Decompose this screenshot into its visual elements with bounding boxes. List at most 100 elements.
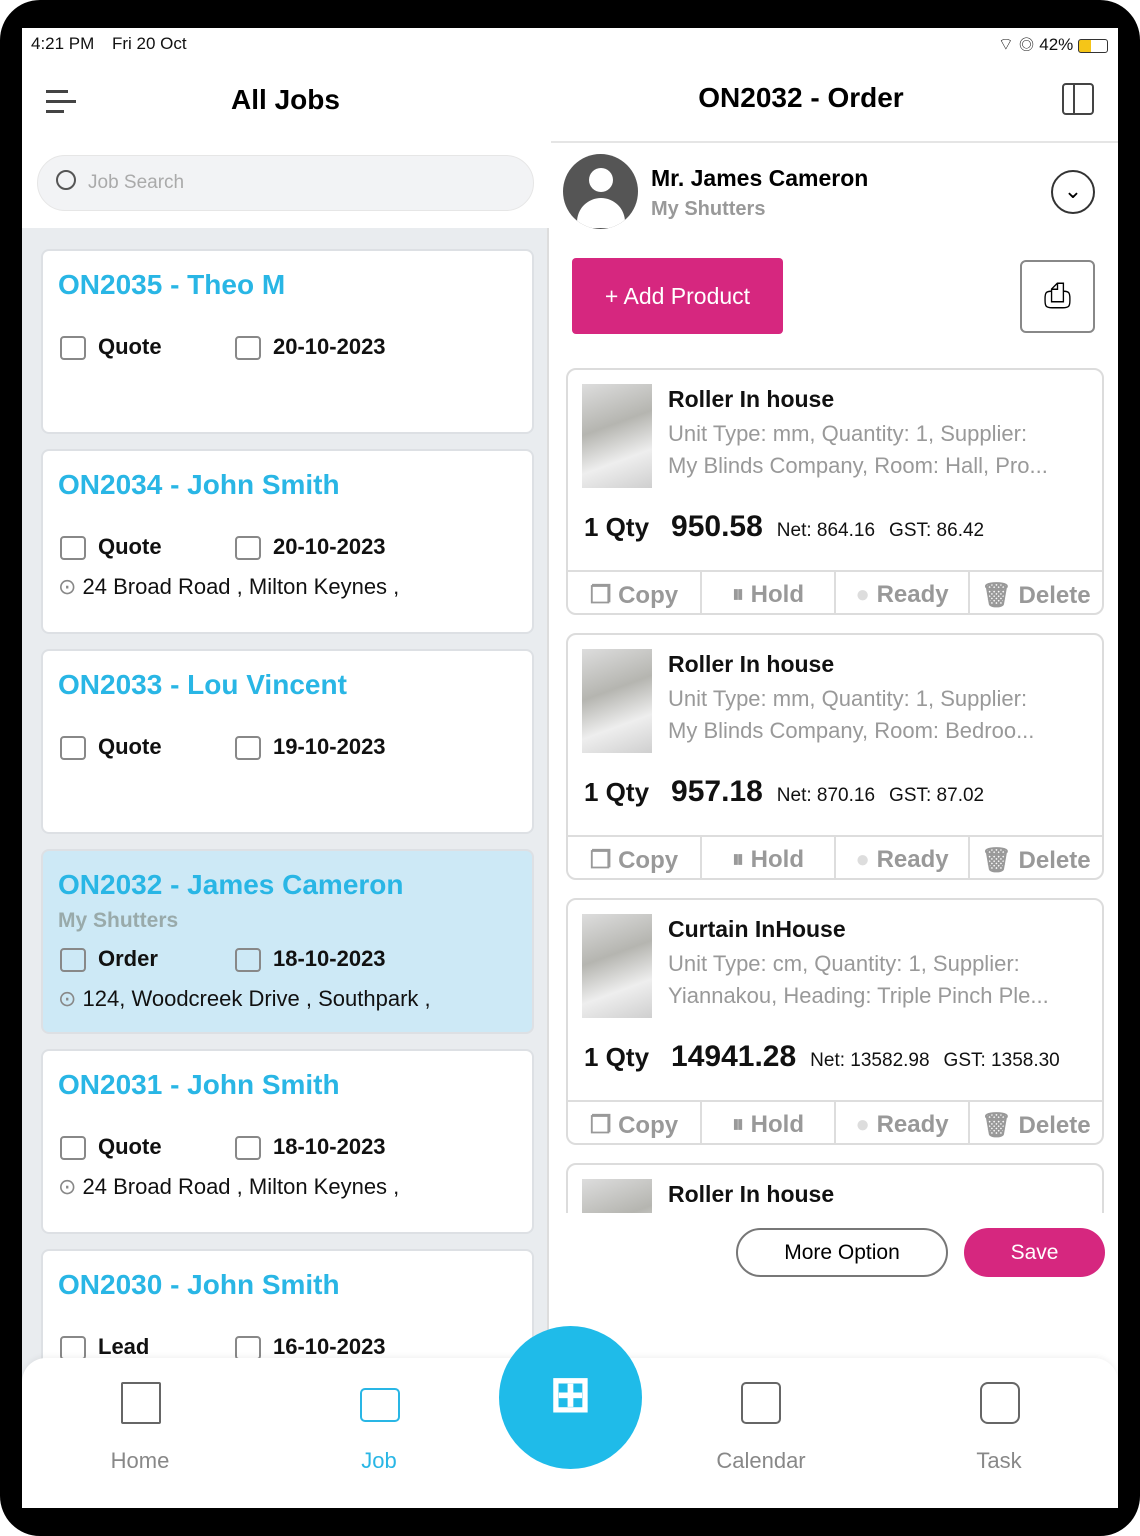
product-qty: 1 Qty [584, 777, 650, 807]
briefcase-icon [60, 1336, 86, 1361]
job-date: 20-10-2023 [273, 534, 386, 559]
product-card[interactable]: Curtain InHouse Unit Type: cm, Quantity:… [566, 898, 1104, 1145]
chevron-down-icon[interactable]: ⌄ [1051, 170, 1095, 214]
nav-home[interactable]: Home [110, 1448, 170, 1473]
copy-button[interactable]: ❐ Copy [568, 1102, 702, 1143]
customer-name: Mr. James Cameron [651, 165, 869, 191]
job-type: Quote [98, 334, 162, 359]
job-title: ON2031 - John Smith [58, 1069, 340, 1100]
job-date: 20-10-2023 [273, 334, 386, 359]
job-card[interactable]: ON2031 - John Smith Quote 18-10-2023 ⊙ 2… [41, 1049, 534, 1234]
copy-button[interactable]: ❐ Copy [568, 837, 702, 878]
calendar-icon [235, 948, 261, 973]
briefcase-icon [60, 1136, 86, 1161]
job-card[interactable]: ON2032 - James Cameron My Shutters Order… [41, 849, 534, 1034]
print-button[interactable]: ⎙ [1020, 260, 1095, 333]
nav-job[interactable]: Job [361, 1448, 397, 1473]
calendar-icon [235, 736, 261, 761]
order-pane: ⌔ ◎ 42% ON2032 - Order Mr. James Cameron… [551, 28, 1118, 1508]
location-pin-icon: ⊙ [58, 1174, 83, 1199]
job-type: Lead [98, 1334, 150, 1359]
pause-icon: ⏸ [732, 1111, 744, 1138]
battery-icon [1078, 38, 1108, 53]
product-card[interactable]: Roller In house Unit Type: mm, Quantity:… [566, 1163, 1104, 1213]
product-card[interactable]: Roller In house Unit Type: mm, Quantity:… [566, 368, 1104, 615]
search-icon [56, 170, 76, 190]
more-option-button[interactable]: More Option [736, 1228, 948, 1277]
copy-label: Copy [618, 582, 679, 609]
trash-icon: 🗑 [981, 1112, 1012, 1139]
avatar [563, 154, 638, 229]
job-card[interactable]: ON2034 - John Smith Quote 20-10-2023 ⊙ 2… [41, 449, 534, 634]
delete-button[interactable]: 🗑 Delete [970, 572, 1102, 613]
product-card[interactable]: Roller In house Unit Type: mm, Quantity:… [566, 633, 1104, 880]
add-product-button[interactable]: + Add Product [572, 258, 783, 334]
product-name: Curtain InHouse [668, 916, 846, 942]
ready-button[interactable]: ● Ready [836, 837, 970, 878]
delete-button[interactable]: 🗑 Delete [970, 1102, 1102, 1143]
product-qty: 1 Qty [584, 1042, 650, 1072]
job-date: 18-10-2023 [273, 1134, 386, 1159]
job-type: Quote [98, 1134, 162, 1159]
ready-button[interactable]: ● Ready [836, 1102, 970, 1143]
ready-button[interactable]: ● Ready [836, 572, 970, 613]
customer-company: My Shutters [651, 198, 766, 220]
sidebar-toggle-icon[interactable] [1062, 83, 1094, 115]
ready-label: Ready [876, 1111, 949, 1138]
job-title: ON2035 - Theo M [58, 269, 286, 300]
divider [551, 141, 1118, 143]
nav-task[interactable]: Task [976, 1448, 1022, 1473]
product-gst: GST: 87.02 [889, 785, 985, 806]
hold-button[interactable]: ⏸ Hold [702, 837, 836, 878]
job-card[interactable]: ON2035 - Theo M Quote 20-10-2023 [41, 249, 534, 434]
ready-label: Ready [876, 846, 949, 873]
product-net: Net: 13582.98 [810, 1050, 930, 1071]
product-qty: 1 Qty [584, 512, 650, 542]
job-title: ON2034 - John Smith [58, 469, 340, 500]
radio-icon: ● [855, 1111, 870, 1138]
copy-label: Copy [618, 847, 679, 874]
product-desc-line1: Unit Type: mm, Quantity: 1, Supplier: [668, 421, 1028, 446]
add-job-fab[interactable]: ⊞ [499, 1326, 642, 1469]
job-type: Order [98, 946, 158, 971]
hold-button[interactable]: ⏸ Hold [702, 572, 836, 613]
product-gst: GST: 86.42 [889, 520, 985, 541]
delete-button[interactable]: 🗑 Delete [970, 837, 1102, 878]
save-button[interactable]: Save [964, 1228, 1105, 1277]
product-amount: 14941.28 [671, 1040, 797, 1073]
search-placeholder: Job Search [88, 172, 185, 193]
product-desc-line1: Unit Type: cm, Quantity: 1, Supplier: [668, 951, 1020, 976]
trash-icon: 🗑 [981, 582, 1012, 609]
job-address: 124, Woodcreek Drive , Southpark , [82, 986, 431, 1011]
product-name: Roller In house [668, 386, 835, 412]
product-image [582, 914, 652, 1018]
product-image [582, 649, 652, 753]
job-address: 24 Broad Road , Milton Keynes , [82, 574, 400, 599]
product-desc-line1: Unit Type: mm, Quantity: 1, Supplier: [668, 686, 1028, 711]
calendar-icon [235, 1336, 261, 1361]
ready-label: Ready [876, 581, 949, 608]
job-title: ON2033 - Lou Vincent [58, 669, 347, 700]
product-image [582, 1179, 652, 1213]
location-pin-icon: ⊙ [58, 986, 83, 1011]
product-image [582, 384, 652, 488]
battery-status: ⌔ ◎ 42% [998, 34, 1108, 55]
hold-label: Hold [750, 581, 804, 608]
clipboard-icon [980, 1382, 1020, 1424]
status-date: Fri 20 Oct [112, 34, 187, 53]
product-amount: 950.58 [671, 510, 763, 543]
job-card[interactable]: ON2033 - Lou Vincent Quote 19-10-2023 [41, 649, 534, 834]
briefcase-icon [60, 948, 86, 973]
copy-icon: ❐ [589, 847, 612, 874]
job-type: Quote [98, 734, 162, 759]
page-title: All Jobs [231, 84, 340, 115]
job-address: 24 Broad Road , Milton Keynes , [82, 1174, 400, 1199]
delete-label: Delete [1018, 1112, 1091, 1139]
job-search-input[interactable]: Job Search [37, 155, 534, 211]
calendar-icon [741, 1382, 781, 1424]
nav-calendar[interactable]: Calendar [716, 1448, 806, 1473]
hold-button[interactable]: ⏸ Hold [702, 1102, 836, 1143]
menu-icon[interactable] [46, 90, 76, 113]
order-title: ON2032 - Order [698, 82, 904, 113]
copy-button[interactable]: ❐ Copy [568, 572, 702, 613]
